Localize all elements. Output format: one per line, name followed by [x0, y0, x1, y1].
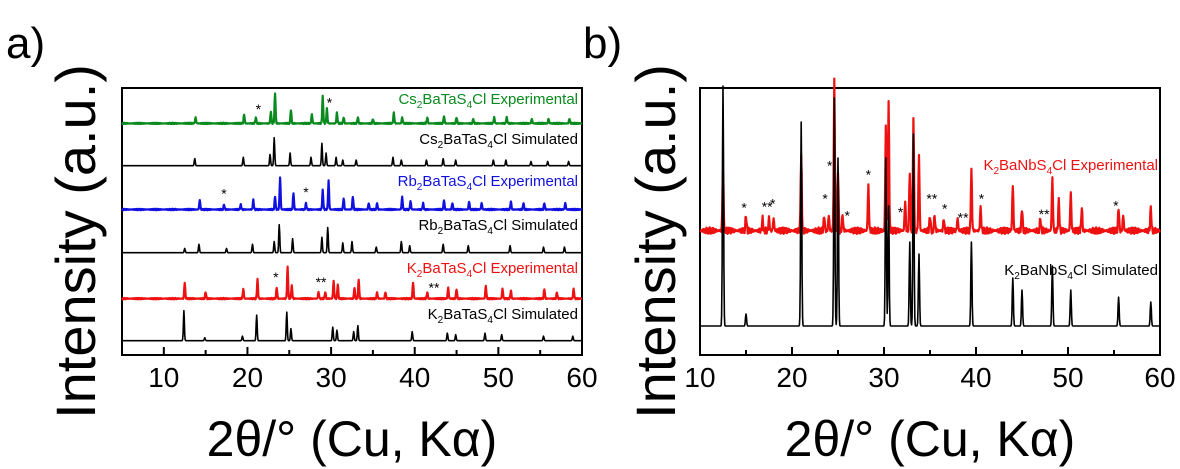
panel-label: a) — [6, 19, 45, 68]
x-tick-label: 40 — [399, 362, 430, 393]
impurity-star: * — [942, 200, 948, 216]
impurity-star: * — [979, 190, 985, 206]
y-axis-label: Intensity (a.u.) — [624, 64, 687, 419]
series-line — [121, 309, 583, 342]
x-axis-label: 2θ/° (Cu, Kα) — [207, 411, 498, 467]
impurity-star: ** — [926, 191, 937, 207]
impurity-star: ** — [429, 279, 440, 295]
x-tick-label: 10 — [148, 362, 179, 393]
series-label: Rb2BaTaS4Cl Experimental — [398, 173, 578, 193]
impurity-star: * — [770, 195, 776, 211]
x-tick-label: 60 — [1144, 362, 1175, 393]
series-label: K2BaTaS4Cl Experimental — [407, 260, 578, 280]
series-label: Cs2BaTaS4Cl Simulated — [419, 131, 578, 151]
series-line — [121, 265, 583, 301]
impurity-star: * — [1113, 198, 1119, 214]
impurity-star: * — [866, 167, 872, 183]
impurity-star: * — [221, 186, 227, 202]
x-tick-label: 10 — [684, 362, 715, 393]
series-line — [699, 77, 1162, 235]
series-line — [121, 92, 583, 126]
impurity-star: * — [827, 157, 833, 173]
series-label: Rb2BaTaS4Cl Simulated — [418, 217, 578, 237]
series-label: K2BaTaS4Cl Simulated — [428, 306, 578, 326]
impurity-star: * — [256, 101, 262, 117]
impurity-star: ** — [1039, 206, 1050, 222]
impurity-star: * — [844, 208, 850, 224]
impurity-star: ** — [762, 198, 773, 214]
x-tick-label: 30 — [868, 362, 899, 393]
series-line — [121, 176, 583, 212]
impurity-star: * — [303, 184, 309, 200]
series-label: K2BaNbS4Cl Simulated — [1004, 262, 1158, 282]
impurity-star: * — [273, 269, 279, 285]
x-tick-label: 60 — [566, 362, 597, 393]
impurity-star: * — [898, 204, 904, 220]
plot-frame — [121, 87, 583, 356]
x-tick-label: 40 — [960, 362, 991, 393]
panel-b: b)Intensity (a.u.) 2θ/° (Cu, Kα) 10 20 30 40 5… — [583, 19, 1176, 467]
impurity-star: * — [822, 191, 828, 207]
series-line — [121, 223, 583, 254]
series-line — [699, 85, 1161, 327]
series-label: K2BaNbS4Cl Experimental — [983, 157, 1158, 177]
x-tick-label: 20 — [232, 362, 263, 393]
impurity-star: * — [327, 94, 333, 110]
panel-a: a)Intensity (a.u.) 2θ/° (Cu, Kα) 10 20 30 40 5… — [6, 19, 598, 467]
x-tick-label: 50 — [1052, 362, 1083, 393]
y-axis-label: Intensity (a.u.) — [44, 64, 107, 419]
impurity-star: ** — [958, 209, 969, 225]
impurity-star: * — [741, 200, 747, 216]
x-tick-label: 30 — [316, 362, 347, 393]
impurity-star: ** — [316, 274, 327, 290]
series-line — [121, 136, 583, 167]
x-tick-label: 50 — [483, 362, 514, 393]
x-axis-label: 2θ/° (Cu, Kα) — [785, 411, 1076, 467]
panel-label: b) — [583, 19, 622, 68]
series-label: Cs2BaTaS4Cl Experimental — [398, 91, 578, 111]
x-tick-label: 20 — [776, 362, 807, 393]
